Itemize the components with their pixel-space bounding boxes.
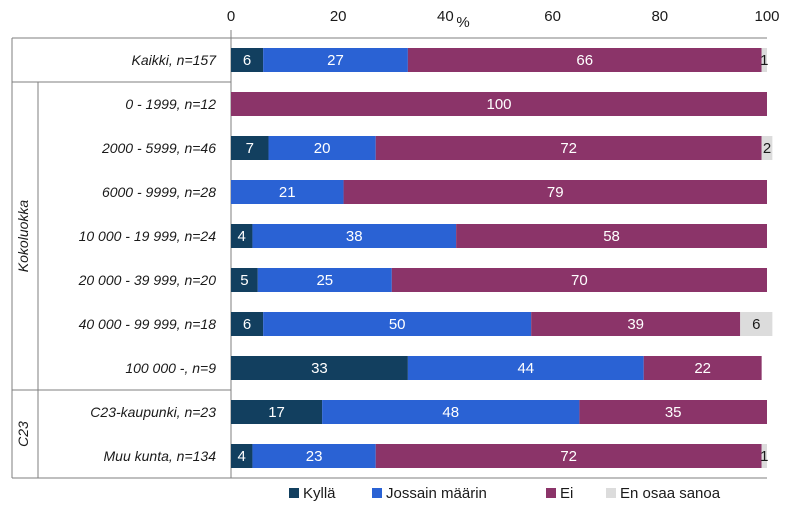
bar-segment <box>263 312 532 336</box>
data-label: 25 <box>316 272 333 289</box>
bar-segment <box>407 356 644 380</box>
data-label: 6 <box>243 316 251 333</box>
data-label: 2 <box>763 140 771 157</box>
x-tick-label: 20 <box>330 8 347 25</box>
bar-segment <box>231 92 767 116</box>
legend-label: Ei <box>560 485 573 502</box>
bar-segment <box>231 356 408 380</box>
data-label: 38 <box>346 228 363 245</box>
bar-segment <box>391 268 767 292</box>
bars <box>231 48 773 468</box>
data-label: 22 <box>694 360 711 377</box>
bar-segment <box>231 444 253 468</box>
bar-segment <box>263 48 408 72</box>
category-label: Kaikki, n=157 <box>132 52 218 68</box>
x-tick-label: 80 <box>651 8 668 25</box>
category-label: 0 - 1999, n=12 <box>125 96 216 112</box>
bar-segment <box>268 136 376 160</box>
data-label: 66 <box>576 52 593 69</box>
data-label: 72 <box>560 448 577 465</box>
data-label: 79 <box>547 184 564 201</box>
bar-segment <box>231 268 258 292</box>
bar-segment <box>740 312 773 336</box>
legend-label: Jossain määrin <box>386 485 487 502</box>
legend: Kyllä Jossain määrin Ei En osaa sanoa <box>289 485 721 502</box>
data-label: 100 <box>486 96 511 113</box>
group-labels: Kokoluokka C23 <box>15 200 31 447</box>
category-labels: Kaikki, n=157 0 - 1999, n=12 2000 - 5999, … <box>78 52 218 464</box>
bar-segment <box>231 312 264 336</box>
data-label: 4 <box>238 228 246 245</box>
bar-segment <box>231 48 264 72</box>
category-label: C23-kaupunki, n=23 <box>90 404 216 420</box>
data-label: 4 <box>238 448 246 465</box>
data-label: 48 <box>442 404 459 421</box>
data-label: 5 <box>240 272 248 289</box>
data-label: 33 <box>311 360 328 377</box>
data-label: 58 <box>603 228 620 245</box>
legend-label: Kyllä <box>303 485 336 502</box>
bar-segment <box>375 136 762 160</box>
bar-segment <box>231 400 323 424</box>
x-axis: 0 20 40 60 80 100 <box>227 8 780 25</box>
bar-segment <box>252 444 376 468</box>
data-label: 23 <box>306 448 323 465</box>
category-label: Muu kunta, n=134 <box>104 448 217 464</box>
data-label: 1 <box>760 448 768 465</box>
bar-segment <box>456 224 767 248</box>
data-label: 6 <box>243 52 251 69</box>
group-label: Kokoluokka <box>15 200 31 273</box>
legend-swatch <box>606 488 616 498</box>
legend-swatch <box>546 488 556 498</box>
category-label: 2000 - 5999, n=46 <box>101 140 216 156</box>
category-label: 10 000 - 19 999, n=24 <box>79 228 217 244</box>
legend-swatch <box>372 488 382 498</box>
bar-segment <box>761 444 767 468</box>
data-label: 72 <box>560 140 577 157</box>
x-tick-label: 60 <box>544 8 561 25</box>
legend-label: En osaa sanoa <box>620 485 721 502</box>
bar-segment <box>761 48 767 72</box>
bar-segment <box>761 136 773 160</box>
data-label: 70 <box>571 272 588 289</box>
data-label: 20 <box>314 140 331 157</box>
bar-segment <box>579 400 767 424</box>
category-label: 100 000 -, n=9 <box>125 360 216 376</box>
data-label: 1 <box>760 52 768 69</box>
data-label: 17 <box>268 404 285 421</box>
x-tick-label: 40 <box>437 8 454 25</box>
category-label: 6000 - 9999, n=28 <box>102 184 216 200</box>
group-label: C23 <box>15 421 31 447</box>
bar-segment <box>407 48 762 72</box>
bar-segment <box>231 224 253 248</box>
data-label: 27 <box>327 52 344 69</box>
data-label: 44 <box>517 360 534 377</box>
data-label: 39 <box>627 316 644 333</box>
category-label: 40 000 - 99 999, n=18 <box>79 316 217 332</box>
data-label: 35 <box>665 404 682 421</box>
bar-segment <box>322 400 580 424</box>
data-label: 6 <box>752 316 760 333</box>
bar-segment <box>231 136 269 160</box>
bar-segment <box>343 180 767 204</box>
legend-swatch <box>289 488 299 498</box>
x-tick-label: 100 <box>754 8 779 25</box>
bar-segment <box>375 444 762 468</box>
x-axis-unit: % <box>456 14 469 31</box>
data-label: 50 <box>389 316 406 333</box>
category-label: 20 000 - 39 999, n=20 <box>78 272 217 288</box>
x-tick-label: 0 <box>227 8 235 25</box>
bar-segment <box>257 268 392 292</box>
bar-segment <box>231 180 344 204</box>
data-label: 21 <box>279 184 296 201</box>
bar-segment <box>531 312 741 336</box>
bar-segment <box>252 224 457 248</box>
data-label: 7 <box>246 140 254 157</box>
bar-segment <box>643 356 762 380</box>
